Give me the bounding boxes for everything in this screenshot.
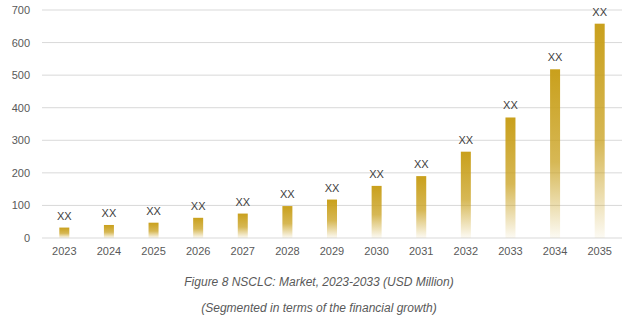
data-label: XX — [548, 51, 563, 63]
x-tick-label: 2032 — [454, 245, 478, 257]
grid-line — [42, 107, 622, 108]
y-tick-label: 200 — [12, 167, 30, 179]
chart-container: 0 100 200 300 400 500 600 700 XX XX XX XX XX XX XX XX XX… — [0, 0, 638, 323]
data-label: XX — [146, 205, 161, 217]
x-tick-label: 2031 — [409, 245, 433, 257]
x-tick-label: 2035 — [587, 245, 611, 257]
bar — [505, 117, 515, 238]
grid-line — [42, 42, 622, 43]
grid-line — [42, 140, 622, 141]
grid-line — [42, 10, 622, 11]
x-tick-label: 2030 — [364, 245, 388, 257]
y-tick-label: 400 — [12, 102, 30, 114]
y-tick-label: 0 — [24, 232, 30, 244]
grid — [42, 10, 622, 238]
y-tick-label: 100 — [12, 199, 30, 211]
data-label: XX — [191, 200, 206, 212]
grid-line — [42, 172, 622, 173]
data-label: XX — [235, 196, 250, 208]
data-label: XX — [280, 188, 295, 200]
grid-line — [42, 75, 622, 76]
x-tick-label: 2033 — [498, 245, 522, 257]
x-tick-label: 2029 — [320, 245, 344, 257]
bar — [149, 223, 159, 238]
data-label: XX — [503, 99, 518, 111]
bars — [59, 24, 604, 238]
x-tick-label: 2025 — [141, 245, 165, 257]
chart-svg: 0 100 200 300 400 500 600 700 XX XX XX XX XX XX XX XX XX… — [0, 0, 638, 323]
subtitle: (Segmented in terms of the financial gro… — [201, 301, 436, 315]
bar — [327, 200, 337, 238]
data-label: XX — [414, 158, 429, 170]
bar — [372, 186, 382, 238]
bar — [416, 176, 426, 238]
x-tick-label: 2026 — [186, 245, 210, 257]
bar — [104, 225, 114, 238]
bar — [461, 152, 471, 238]
bar — [595, 24, 605, 238]
x-tick-label: 2023 — [52, 245, 76, 257]
y-tick-label: 600 — [12, 37, 30, 49]
data-label: XX — [102, 207, 117, 219]
bar — [282, 206, 292, 238]
data-label: XX — [325, 182, 340, 194]
x-tick-label: 2028 — [275, 245, 299, 257]
y-tick-label: 700 — [12, 4, 30, 16]
bar — [193, 218, 203, 238]
y-tick-label: 500 — [12, 69, 30, 81]
data-label: XX — [57, 210, 72, 222]
data-label: XX — [592, 6, 607, 18]
bar — [59, 228, 69, 238]
data-label: XX — [459, 134, 474, 146]
data-label: XX — [369, 168, 384, 180]
bar — [238, 214, 248, 238]
x-tick-label: 2027 — [231, 245, 255, 257]
x-tick-label: 2024 — [97, 245, 121, 257]
bar — [550, 69, 560, 238]
x-tick-label: 2034 — [543, 245, 567, 257]
title: Figure 8 NSCLC: Market, 2023-2033 (USD M… — [184, 275, 453, 289]
y-tick-label: 300 — [12, 134, 30, 146]
